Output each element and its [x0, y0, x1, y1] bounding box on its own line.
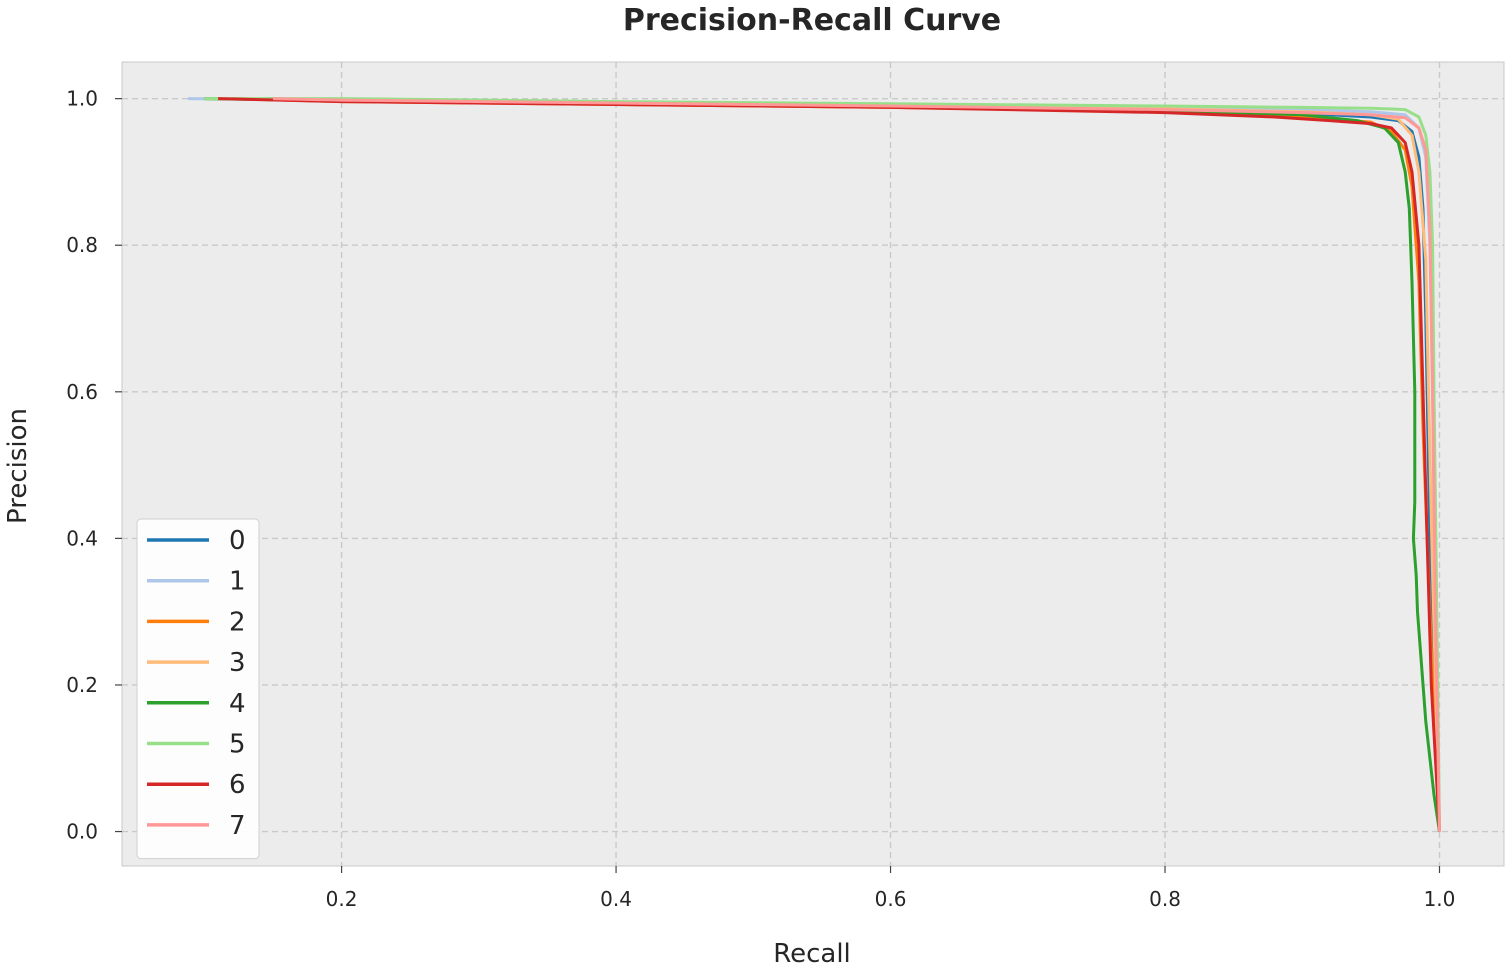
y-tick-label: 0.2	[66, 673, 98, 697]
series-line-7	[272, 97, 1441, 832]
y-tick-label: 0.8	[66, 233, 98, 257]
x-tick-label: 0.6	[875, 887, 907, 911]
legend-box	[136, 518, 260, 860]
y-tick-label: 1.0	[66, 87, 98, 111]
legend-label-1: 1	[229, 567, 246, 597]
series-lines	[187, 97, 1441, 832]
x-tick-label: 0.8	[1149, 887, 1181, 911]
y-tick-label: 0.6	[66, 380, 98, 404]
chart-title: Precision-Recall Curve	[623, 3, 1001, 38]
y-tick-label: 0.4	[66, 526, 98, 550]
legend-label-3: 3	[229, 648, 246, 678]
legend-label-4: 4	[229, 689, 246, 719]
legend-label-5: 5	[229, 730, 246, 760]
plot-area	[121, 61, 1505, 867]
legend-label-7: 7	[229, 811, 246, 841]
legend-label-6: 6	[229, 770, 246, 800]
legend-label-2: 2	[229, 607, 246, 637]
legend: 0 1 2 3 4 5 6 7	[136, 518, 260, 860]
x-tick-label: 0.4	[600, 887, 632, 911]
x-tick-label: 1.0	[1424, 887, 1456, 911]
series-line-5	[204, 97, 1441, 832]
axis-ticks: 0.2 0.4 0.6 0.8 1.0 0.0 0.2 0.4 0.6 0.8 1.0	[66, 87, 1455, 911]
y-axis-label: Precision	[3, 408, 33, 524]
x-axis-label: Recall	[773, 939, 851, 969]
x-tick-label: 0.2	[326, 887, 358, 911]
legend-label-0: 0	[229, 526, 246, 556]
y-tick-label: 0.0	[66, 820, 98, 844]
